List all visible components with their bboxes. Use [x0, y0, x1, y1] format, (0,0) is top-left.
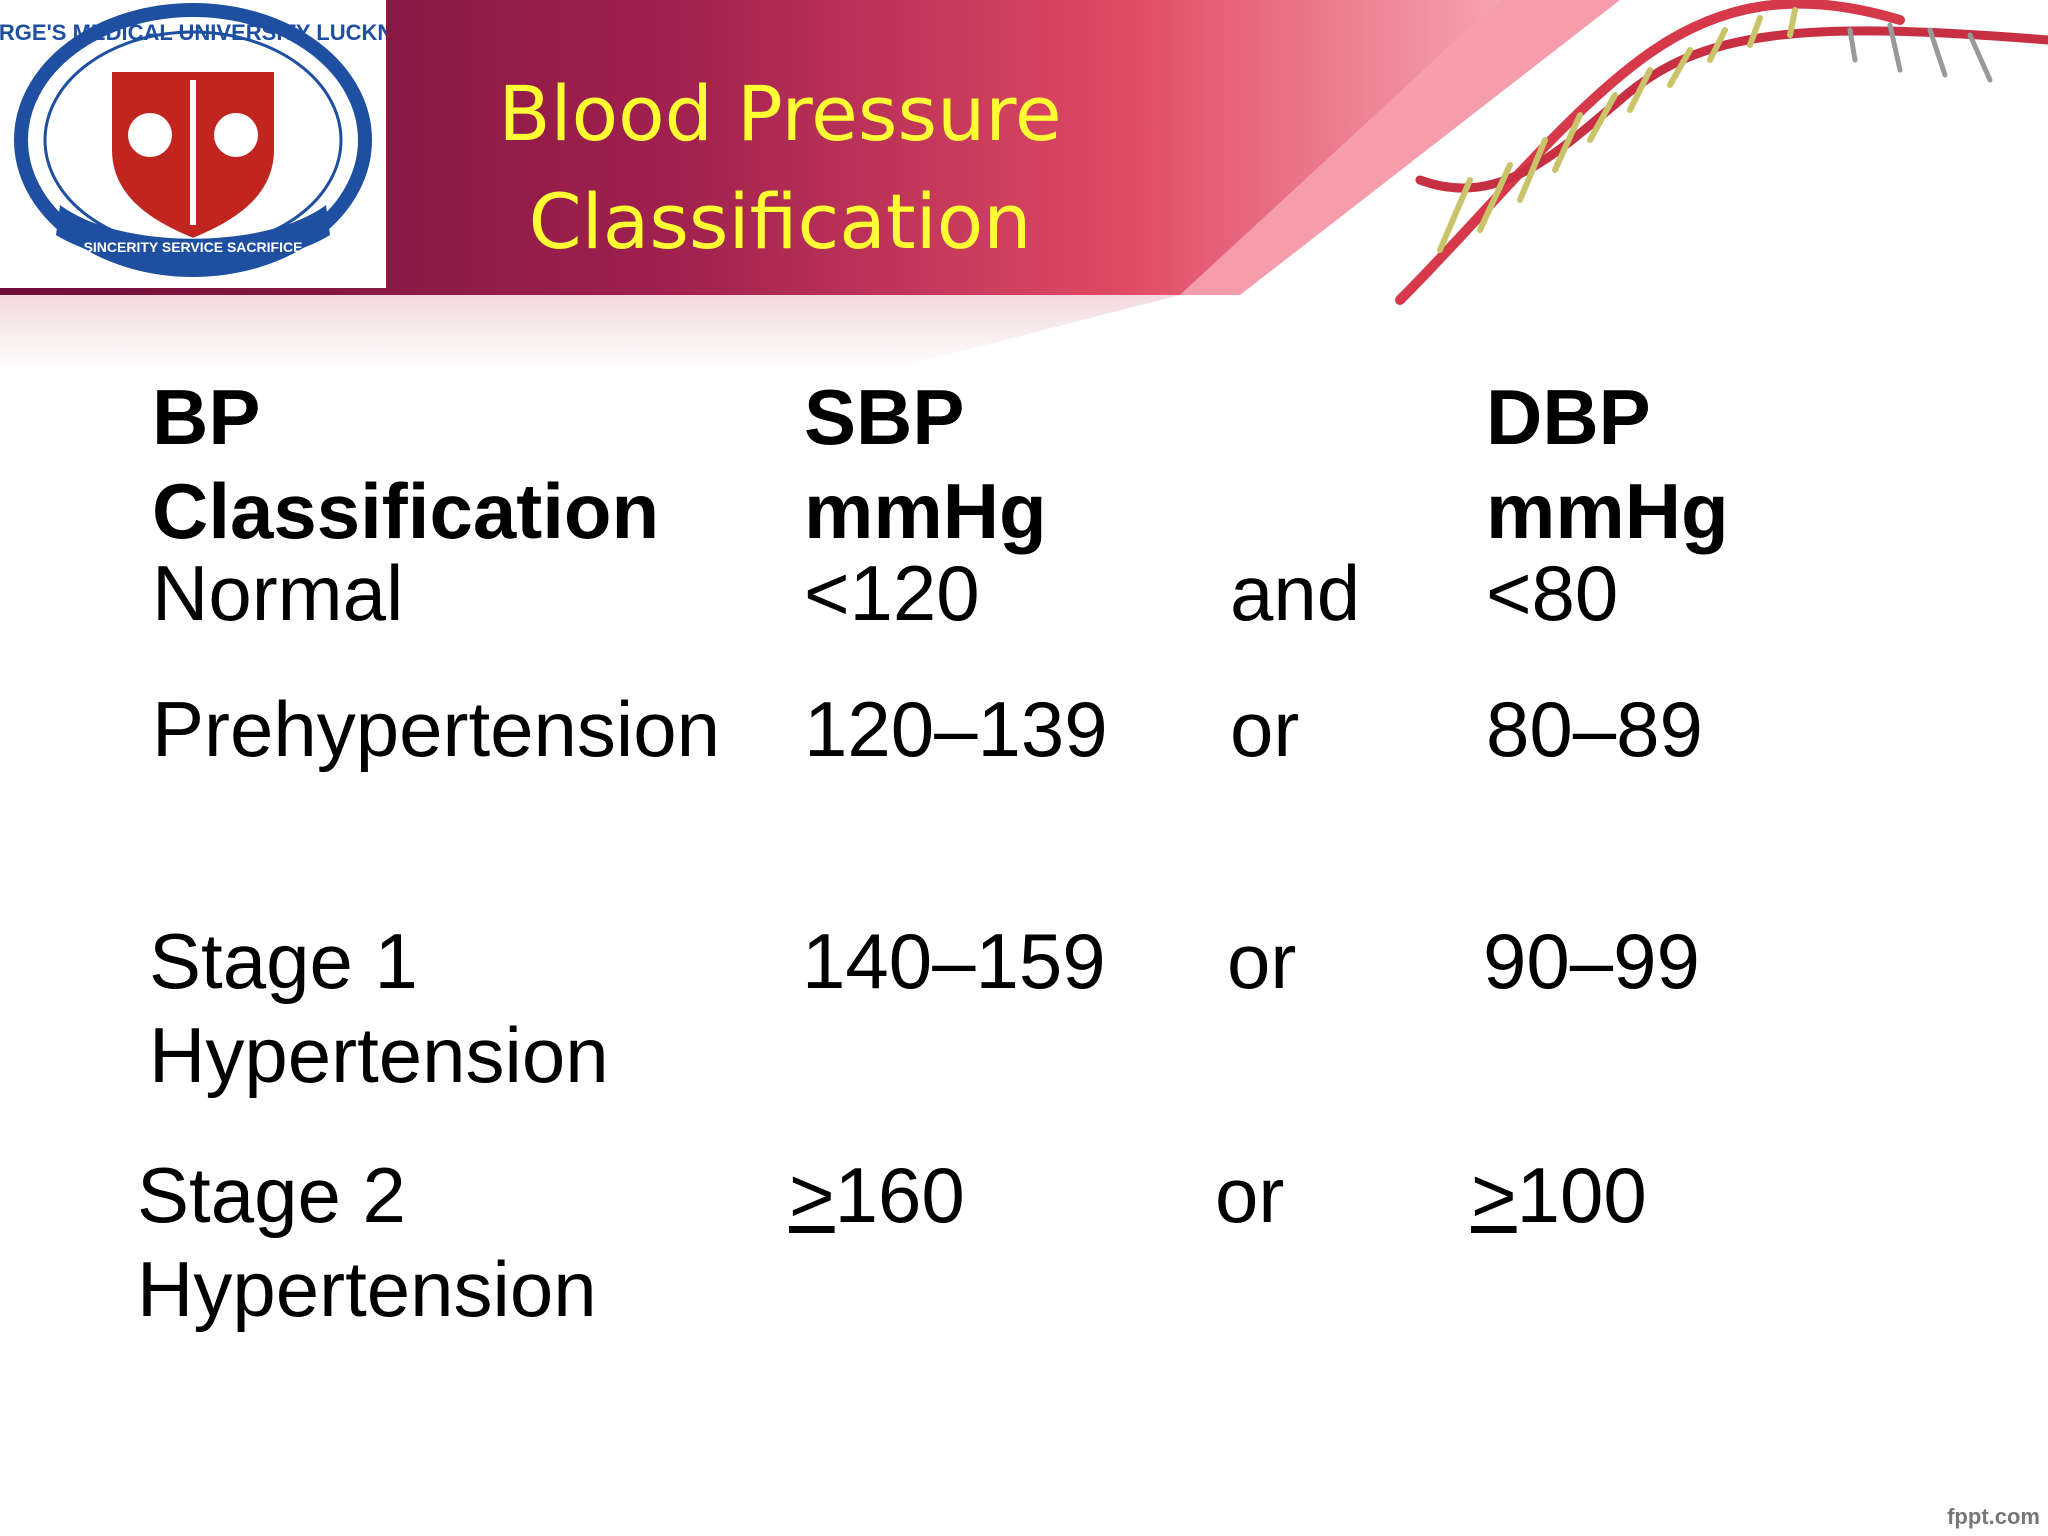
- header-dbp-line-2: mmHg: [1486, 467, 1729, 555]
- svg-text:KING GEORGE'S MEDICAL UNIVERSI: KING GEORGE'S MEDICAL UNIVERSITY LUCKNOW…: [0, 20, 386, 45]
- row-prehypertension-classification: Prehypertension: [152, 682, 720, 776]
- row-normal-classification: Normal: [152, 546, 403, 640]
- row-normal-classification-line-1: Normal: [152, 549, 404, 637]
- row-normal-dbp: <80: [1486, 546, 1618, 640]
- header-classification-line-1: BP: [152, 373, 261, 461]
- title-line-1: Blood Pressure: [498, 69, 1062, 158]
- row-normal-conjunction: and: [1230, 549, 1361, 637]
- row-prehypertension-conjunction: or: [1230, 685, 1300, 773]
- row-stage1-sbp-value: 140–159: [802, 917, 1106, 1005]
- row-stage1-sbp: 140–159: [802, 914, 1106, 1008]
- dna-helix-icon: [1395, 0, 2048, 305]
- slide-title: Blood Pressure Classification: [430, 60, 1130, 276]
- row-normal-sbp-value: <120: [804, 549, 980, 637]
- row-normal-sbp: <120: [804, 546, 980, 640]
- fppt-watermark: fppt.com: [1947, 1504, 2040, 1529]
- header-sbp: SBP mmHg: [804, 370, 1047, 558]
- row-stage2-classification-line-2: Hypertension: [137, 1245, 597, 1333]
- row-stage2-dbp: >100: [1471, 1148, 1647, 1242]
- caduceus-emblem-icon: KING GEORGE'S MEDICAL UNIVERSITY LUCKNOW…: [0, 3, 386, 277]
- row-stage2-conjunction: or: [1215, 1151, 1285, 1239]
- header-dbp-line-1: DBP: [1486, 373, 1651, 461]
- row-prehypertension-classification-line-1: Prehypertension: [152, 685, 721, 773]
- row-normal-dbp-value: <80: [1486, 549, 1619, 637]
- row-stage2-dbp-value: 100: [1516, 1151, 1647, 1239]
- row-stage1-classification-line-2: Hypertension: [149, 1011, 609, 1099]
- row-prehypertension-dbp-value: 80–89: [1486, 685, 1703, 773]
- row-stage1-classification: Stage 1 Hypertension: [149, 914, 609, 1102]
- header-classification: BP Classification: [152, 370, 659, 558]
- row-stage1-classification-line-1: Stage 1: [149, 917, 418, 1005]
- svg-text:SINCERITY SERVICE SACRIFICE: SINCERITY SERVICE SACRIFICE: [84, 239, 303, 255]
- row-stage1-conjunction: or: [1227, 917, 1297, 1005]
- header-sbp-line-2: mmHg: [804, 467, 1047, 555]
- header-classification-line-2: Classification: [152, 467, 660, 555]
- row-stage2-sbp-symbol: >: [789, 1151, 835, 1239]
- row-prehypertension-sbp: 120–139: [804, 682, 1108, 776]
- header-sbp-line-1: SBP: [804, 373, 965, 461]
- row-stage2-sbp: >160: [789, 1148, 965, 1242]
- row-stage2-classification-line-1: Stage 2: [137, 1151, 406, 1239]
- row-stage2-dbp-symbol: >: [1471, 1151, 1517, 1239]
- slide-header: KING GEORGE'S MEDICAL UNIVERSITY LUCKNOW…: [0, 0, 2048, 380]
- row-stage1-dbp-value: 90–99: [1483, 917, 1700, 1005]
- title-line-2: Classification: [528, 177, 1032, 266]
- university-logo: KING GEORGE'S MEDICAL UNIVERSITY LUCKNOW…: [0, 0, 386, 288]
- row-prehypertension-dbp: 80–89: [1486, 682, 1703, 776]
- row-stage1-dbp: 90–99: [1483, 914, 1700, 1008]
- row-prehypertension-sbp-value: 120–139: [804, 685, 1108, 773]
- row-stage2-sbp-value: 160: [834, 1151, 965, 1239]
- header-dbp: DBP mmHg: [1486, 370, 1729, 558]
- row-stage2-classification: Stage 2 Hypertension: [137, 1148, 597, 1336]
